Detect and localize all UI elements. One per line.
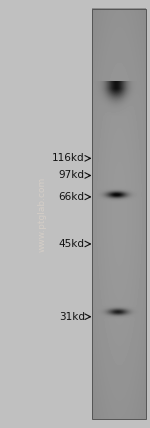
Bar	[92, 9, 146, 419]
Text: 31kd: 31kd	[59, 312, 85, 322]
Text: 45kd: 45kd	[59, 239, 85, 249]
Text: 97kd: 97kd	[59, 170, 85, 181]
Text: www.ptglab.com: www.ptglab.com	[38, 176, 46, 252]
Text: 116kd: 116kd	[52, 153, 85, 163]
Text: 66kd: 66kd	[59, 192, 85, 202]
